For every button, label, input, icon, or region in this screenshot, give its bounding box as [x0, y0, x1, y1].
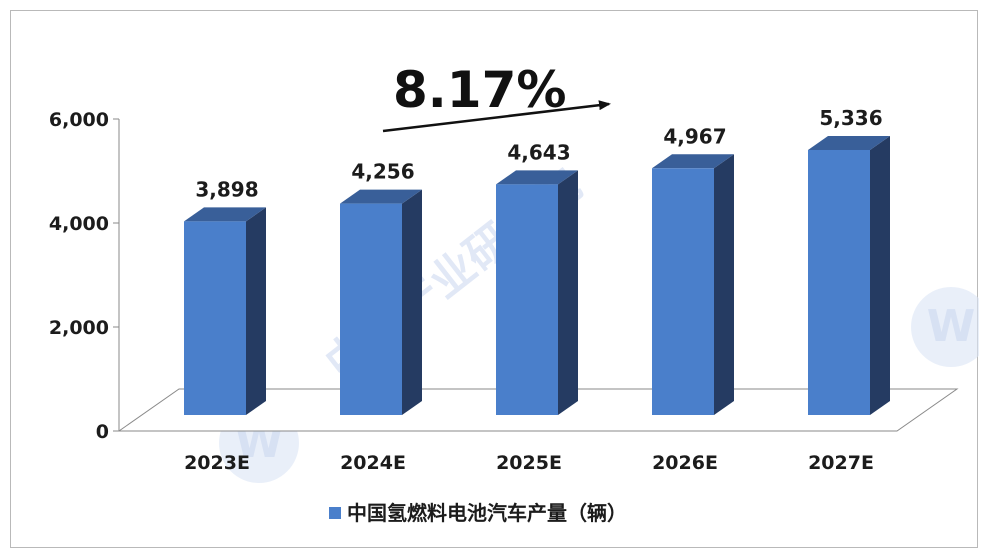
x-tick-label: 2027E: [808, 452, 874, 474]
bar-2023E: [184, 207, 266, 415]
bar-side: [246, 207, 266, 415]
bar-top: [808, 135, 890, 150]
bar-2027E: [808, 135, 890, 415]
bar-side: [714, 154, 734, 415]
bar-2025E: [496, 170, 578, 415]
legend-swatch: [329, 507, 341, 519]
bar-top: [496, 170, 578, 185]
bar-front: [340, 203, 402, 415]
x-tick-label: 2025E: [496, 452, 562, 474]
bar-top: [184, 207, 266, 222]
data-label: 4,256: [351, 160, 414, 184]
bar-top: [340, 189, 422, 204]
chart-frame: 中国产业研究院 W W 0 2,000 4,000 6,000 3,898 4,256 4…: [10, 10, 979, 548]
legend: 中国氢燃料电池汽车产量（辆）: [329, 501, 627, 525]
bar-front: [652, 168, 714, 415]
bar-2024E: [340, 189, 422, 415]
y-tick-label: 2,000: [49, 317, 109, 339]
bar-top: [652, 154, 734, 169]
bar-side: [558, 170, 578, 415]
data-label: 4,967: [663, 124, 726, 148]
bar-side: [870, 135, 890, 415]
bar-front: [808, 149, 870, 415]
data-label: 5,336: [819, 106, 882, 130]
x-tick-label: 2024E: [340, 452, 406, 474]
x-tick-label: 2023E: [184, 452, 250, 474]
growth-arrow: [382, 100, 611, 133]
y-axis-ticks: 0 2,000 4,000 6,000: [49, 109, 119, 443]
growth-annotation: 8.17%: [382, 61, 611, 133]
data-label: 4,643: [507, 140, 570, 164]
svg-text:W: W: [927, 301, 976, 352]
y-tick-label: 0: [96, 421, 109, 443]
x-tick-label: 2026E: [652, 452, 718, 474]
legend-label: 中国氢燃料电池汽车产量（辆）: [347, 501, 627, 525]
bar-series: 3,898 4,256 4,643 4,967 5,336: [184, 106, 890, 415]
watermark-logo-right: W: [911, 287, 979, 367]
y-tick-label: 4,000: [49, 213, 109, 235]
x-axis-labels: 2023E 2024E 2025E 2026E 2027E: [184, 452, 874, 474]
bar-2026E: [652, 154, 734, 415]
bar-front: [184, 221, 246, 415]
data-label: 3,898: [195, 177, 258, 201]
bar-front: [496, 184, 558, 415]
y-tick-label: 6,000: [49, 109, 109, 131]
bar-side: [402, 189, 422, 415]
growth-rate-label: 8.17%: [393, 61, 566, 119]
